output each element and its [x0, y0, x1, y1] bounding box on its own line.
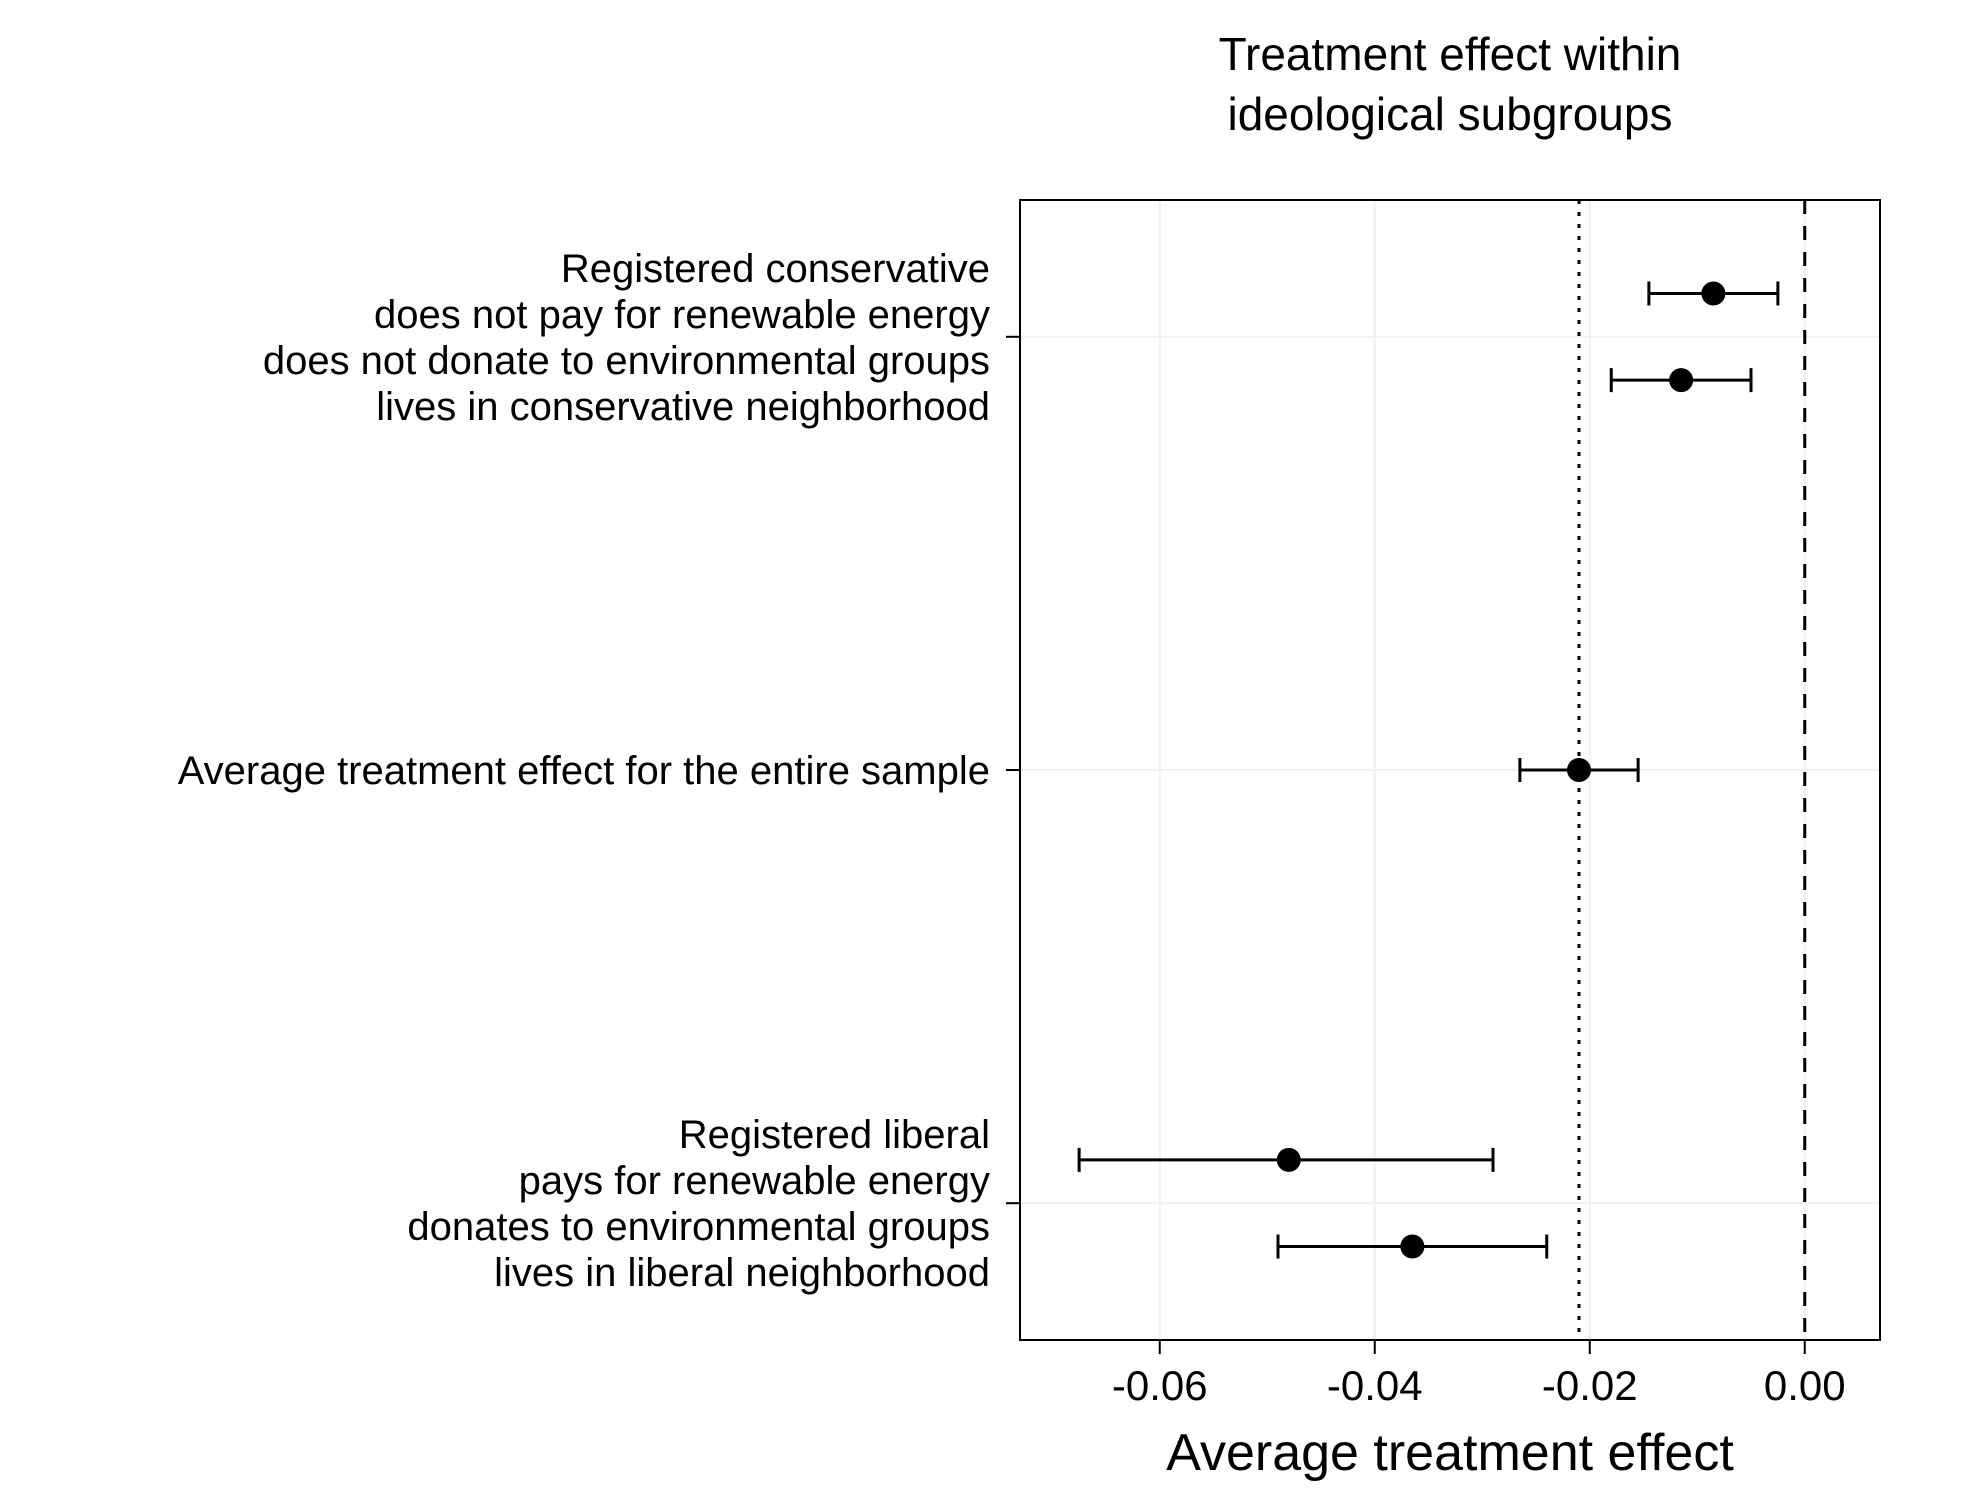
y-group-label: does not pay for renewable energy [374, 293, 990, 337]
forest-plot: -0.06 -0.04 -0.02 0.00 Average treatment eff… [0, 0, 1980, 1500]
y-group-label: donates to environmental groups [407, 1205, 990, 1249]
y-group-label: pays for renewable energy [519, 1159, 990, 1203]
chart-title: ideological subgroups [1228, 88, 1673, 140]
x-tick-label: -0.06 [1112, 1362, 1208, 1409]
chart-title: Treatment effect within [1219, 28, 1682, 80]
x-tick-label: -0.02 [1542, 1362, 1638, 1409]
x-axis-label: Average treatment effect [1166, 1424, 1734, 1482]
point-estimate [1400, 1235, 1424, 1259]
y-group-label: lives in conservative neighborhood [376, 385, 990, 429]
y-group-label: lives in liberal neighborhood [494, 1251, 990, 1295]
x-tick-label: 0.00 [1764, 1362, 1846, 1409]
point-estimate [1277, 1148, 1301, 1172]
point-estimate [1567, 758, 1591, 782]
y-group-label: Registered liberal [679, 1113, 990, 1157]
y-group-label: Registered conservative [561, 247, 990, 291]
x-tick-label: -0.04 [1327, 1362, 1423, 1409]
y-group-label: Average treatment effect for the entire … [178, 749, 990, 793]
point-estimate [1701, 281, 1725, 305]
point-estimate [1669, 368, 1693, 392]
y-group-label: does not donate to environmental groups [263, 339, 990, 383]
